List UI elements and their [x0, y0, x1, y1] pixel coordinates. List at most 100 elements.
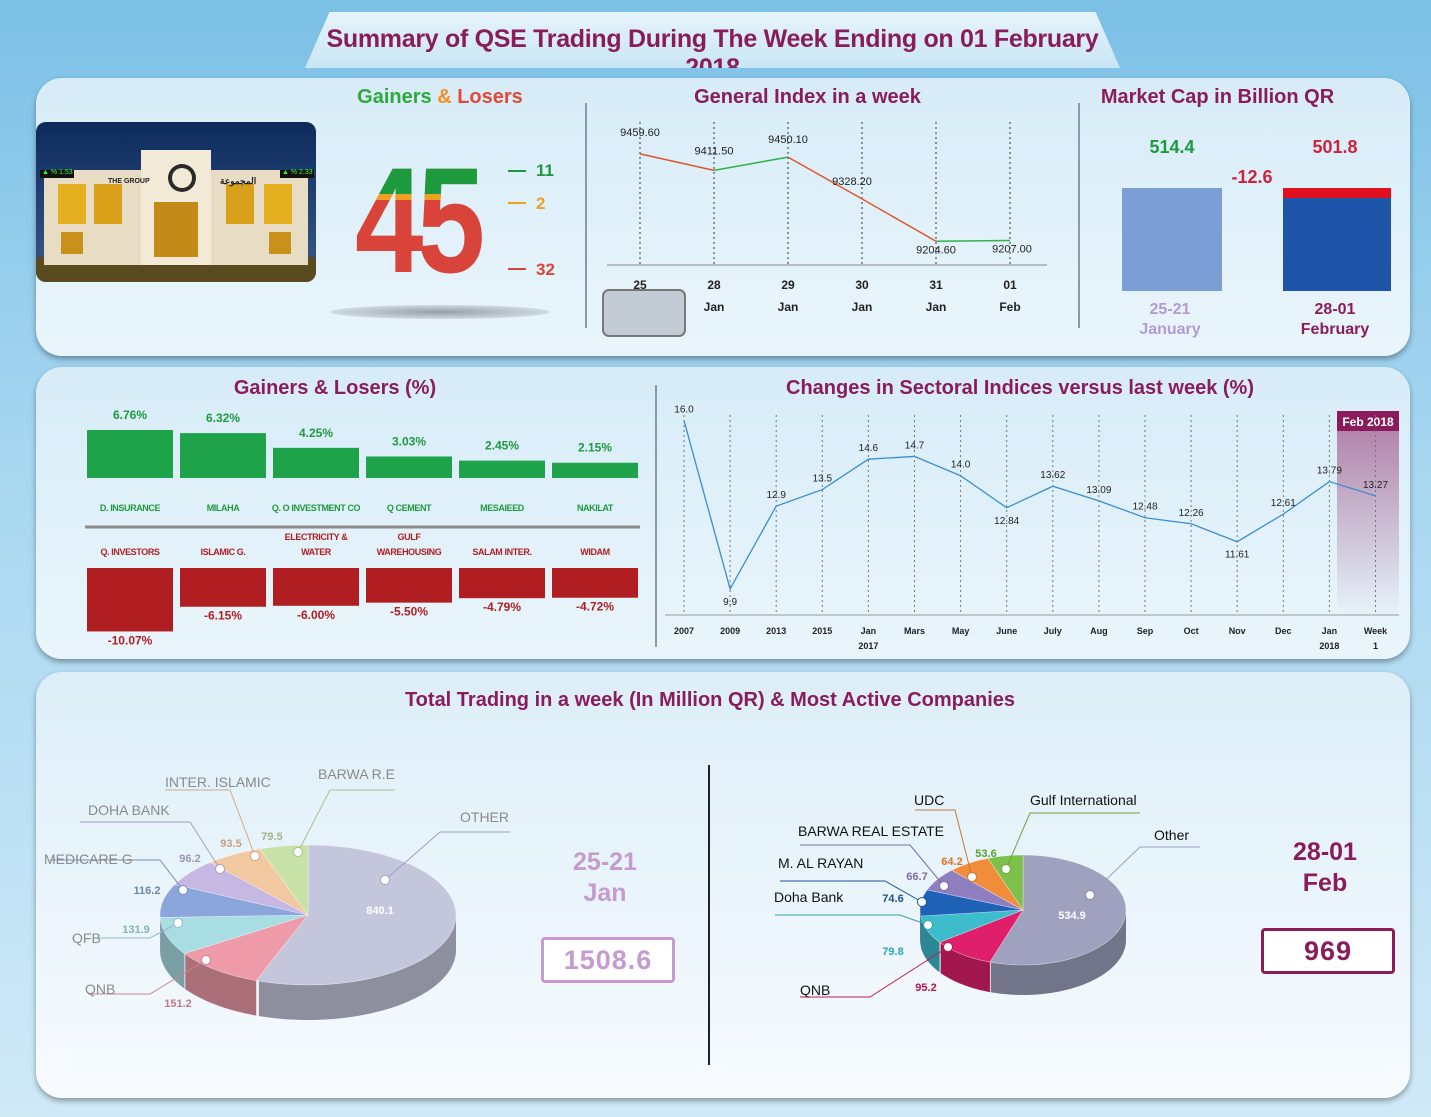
- mcap-left-label-1: 25-21: [1149, 301, 1191, 318]
- right-period: 28-01 Feb: [1265, 837, 1385, 899]
- gainers-losers-pct-chart: 6.76% D. INSURANCE 6.32% MILAHA 4.25% Q. O IN…: [85, 408, 640, 647]
- gainer-value: 4.25%: [299, 426, 333, 440]
- gi-month-label: Jan: [926, 300, 947, 314]
- loser-name: WIDAM: [580, 547, 610, 557]
- sectoral-value-label: 9.9: [723, 597, 737, 608]
- divider-2: [1078, 103, 1080, 328]
- pie-side: [258, 915, 456, 1020]
- sectoral-value-label: 16.0: [674, 405, 694, 416]
- left-total: 1508.6: [563, 945, 653, 975]
- sectoral-value-label: 12.48: [1132, 502, 1157, 513]
- pie-slice-name: INTER. ISLAMIC: [165, 774, 271, 790]
- gi-day-label: 25: [633, 278, 647, 292]
- sectoral-heading: Changes in Sectoral Indices versus last …: [786, 377, 1254, 399]
- pie-value-label: 96.2: [179, 853, 200, 865]
- sectoral-x-label: Jan: [861, 626, 877, 636]
- pie-side: [920, 910, 921, 946]
- gi-value-label: 9450.10: [768, 134, 808, 146]
- gi-day-label: 31: [929, 278, 943, 292]
- gainer-name: MESAIEED: [480, 503, 525, 513]
- sectoral-value-label: 12.9: [766, 490, 786, 501]
- gi-day-label: 01: [1003, 278, 1017, 292]
- pie-leader-dot: [215, 864, 225, 874]
- total-number-orange: 45: [355, 194, 485, 200]
- divider-1: [585, 103, 587, 328]
- sectoral-x-label: May: [952, 626, 970, 636]
- pie-value-label: 116.2: [134, 885, 161, 897]
- gainers-word: Gainers: [357, 86, 432, 108]
- pie-leader-line: [50, 859, 184, 891]
- mcap-right-label: 28-01 February: [1275, 300, 1395, 340]
- pie-slice-name: QNB: [800, 982, 830, 998]
- pie-leader-line: [88, 959, 207, 995]
- loser-name-2: WAREHOUSING: [377, 547, 442, 557]
- pie-slice: [255, 844, 457, 986]
- tick-unchanged: [508, 202, 526, 204]
- sectoral-value-label: 12.26: [1179, 508, 1204, 519]
- mcap-bar-loss: [1283, 188, 1391, 199]
- loser-value: -6.15%: [204, 609, 242, 623]
- up-count: 11: [536, 161, 554, 180]
- pie-leader-dot: [939, 881, 949, 891]
- gainer-value: 6.76%: [113, 408, 147, 422]
- loser-bar: [552, 568, 638, 598]
- gainers-losers-heading: Gainers & Losers: [340, 86, 540, 109]
- pie-leader-dot: [917, 897, 927, 907]
- mcap-bar-right: [1283, 198, 1391, 291]
- gi-value-label: 9204.60: [916, 244, 956, 256]
- pie-slice-name: M. AL RAYAN: [778, 855, 863, 871]
- sectoral-value-label: 14.0: [951, 460, 971, 471]
- sectoral-x-label: 2009: [720, 626, 740, 636]
- shadow-ellipse: [330, 305, 550, 319]
- sectoral-x-label: 2015: [812, 626, 832, 636]
- pie-leader-dot: [943, 942, 953, 952]
- pie-slice: [159, 914, 309, 954]
- sectoral-line: [683, 420, 1376, 591]
- pie-leader-line: [775, 914, 929, 926]
- sectoral-value-label: 11.61: [1225, 550, 1250, 561]
- loser-value: -6.00%: [297, 608, 335, 622]
- pie-side: [940, 943, 990, 993]
- loser-name-1: ELECTRICITY &: [285, 532, 349, 542]
- mcap-left-label-2: January: [1139, 321, 1201, 338]
- gainer-bar: [459, 460, 545, 478]
- loser-value: -10.07%: [108, 633, 153, 647]
- pie-leader-line: [780, 880, 923, 903]
- loser-value: -4.72%: [576, 600, 614, 614]
- sectoral-x-label: 2013: [766, 626, 786, 636]
- sectoral-highlight-label: Feb 2018: [1342, 415, 1394, 429]
- loser-bar: [87, 568, 173, 632]
- pie-slice: [989, 854, 1127, 966]
- loser-bar: [459, 568, 545, 599]
- divider-3: [655, 385, 657, 647]
- total-number-red: 45: [355, 145, 485, 295]
- sectoral-x-label: Aug: [1090, 626, 1108, 636]
- pie-value-label: 131.9: [122, 924, 150, 936]
- pie-slice-name: Doha Bank: [774, 889, 844, 905]
- gainer-value: 2.15%: [578, 441, 612, 455]
- pie-left-chart: 840.1 OTHER 151.2 QNB 131.9 QFB 116.2 MEDICARE …: [44, 766, 510, 1020]
- mcap-left-value: 514.4: [1149, 137, 1195, 157]
- sectoral-x-label: Nov: [1229, 626, 1246, 636]
- divider-4: [708, 765, 710, 1065]
- loser-value: -4.79%: [483, 600, 521, 614]
- gainer-bar: [87, 430, 173, 478]
- gainer-bar: [180, 433, 266, 478]
- pie-leader-line: [800, 946, 949, 998]
- ticker-right: ▲ % 2.33: [282, 169, 313, 176]
- pie-leader-line: [384, 831, 510, 881]
- middle-panel: [36, 367, 1410, 659]
- pie-leader-dot: [178, 885, 188, 895]
- ticker-left: ▲ % 1.53: [42, 169, 73, 176]
- left-period-1: 25-21: [573, 848, 637, 876]
- gainers-losers-total: 45 45 45: [355, 145, 525, 295]
- pie-slice-name: DOHA BANK: [88, 802, 170, 818]
- gi-month-label: Jan: [778, 300, 799, 314]
- pie-leader-line: [915, 809, 973, 878]
- sectoral-x-label: Sep: [1137, 626, 1154, 636]
- pie-value-label: 74.6: [882, 893, 903, 905]
- pie-value-label: 53.6: [975, 848, 996, 860]
- pie-slice: [183, 914, 309, 981]
- gi-segment: [713, 156, 789, 172]
- building-sign-left: THE GROUP: [108, 178, 150, 185]
